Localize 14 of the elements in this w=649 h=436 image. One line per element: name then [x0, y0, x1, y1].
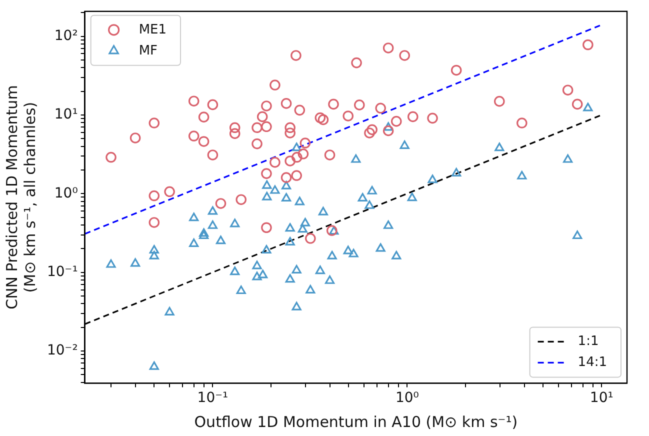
x-axis-title: Outflow 1D Momentum in A10 (M⊙ km s⁻¹): [194, 412, 518, 431]
y-tick-label: 10¹: [54, 106, 78, 123]
x-tick-label: 10⁰: [395, 390, 420, 406]
x-tick-label: 10⁻¹: [197, 390, 228, 406]
legend-label: 1:1: [578, 334, 599, 350]
y-axis-title: CNN Predicted 1D Momentum (M⊙ km s⁻¹, all channles): [2, 85, 39, 310]
legend-label: ME1: [138, 22, 167, 38]
legend-label: MF: [138, 43, 158, 58]
x-tick-label: 10¹: [590, 390, 614, 406]
y-tick-label: 10⁻¹: [46, 264, 78, 280]
y-tick-label: 10⁰: [54, 185, 78, 202]
y-tick-label: 10²: [54, 28, 78, 44]
y-tick-label: 10⁻²: [46, 342, 78, 359]
legend-label: 14:1: [578, 355, 608, 370]
